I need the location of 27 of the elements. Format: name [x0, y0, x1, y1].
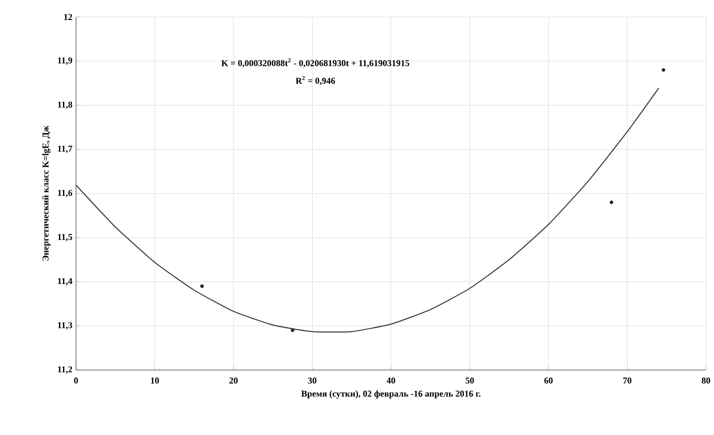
y-axis-title: Энергетический класс K=lgE, Дж — [42, 126, 50, 261]
line-series — [76, 88, 660, 333]
y-tick-label: 11,8 — [58, 102, 72, 109]
x-tick-label: 70 — [623, 378, 632, 384]
point — [290, 328, 294, 332]
y-tick-label: 11,6 — [58, 190, 72, 198]
x-tick-label: 10 — [150, 378, 159, 384]
point — [610, 200, 614, 204]
y-tick-label: 12 — [64, 14, 72, 20]
point — [200, 284, 204, 288]
x-tick-label: 80 — [702, 378, 710, 384]
x-tick-label: 0 — [74, 378, 78, 384]
x-tick-label: 30 — [308, 378, 316, 384]
y-tick-label: 11,4 — [58, 278, 72, 286]
y-tick-label: 11,7 — [58, 146, 72, 154]
annotation: K = 0,000320088t$^{2}$ - 0,020681930t + 11,619031915 — [221, 58, 410, 68]
x-tick-label: 20 — [229, 378, 238, 384]
y-tick-label: 11,2 — [58, 366, 72, 374]
x-tick-label: 50 — [466, 378, 474, 384]
y-tick-label: 11,9 — [58, 57, 72, 65]
y-tick-label: 11,3 — [58, 322, 72, 330]
y-tick-label: 11,5 — [58, 234, 72, 242]
annotation: R$^{2}$ = 0,946 — [296, 76, 335, 86]
x-axis-title: Время (сутки), 02 февраль -16 апрель 2016 г. — [301, 390, 480, 399]
point — [662, 68, 666, 72]
x-tick-label: 60 — [544, 378, 553, 384]
x-tick-label: 40 — [386, 378, 396, 384]
